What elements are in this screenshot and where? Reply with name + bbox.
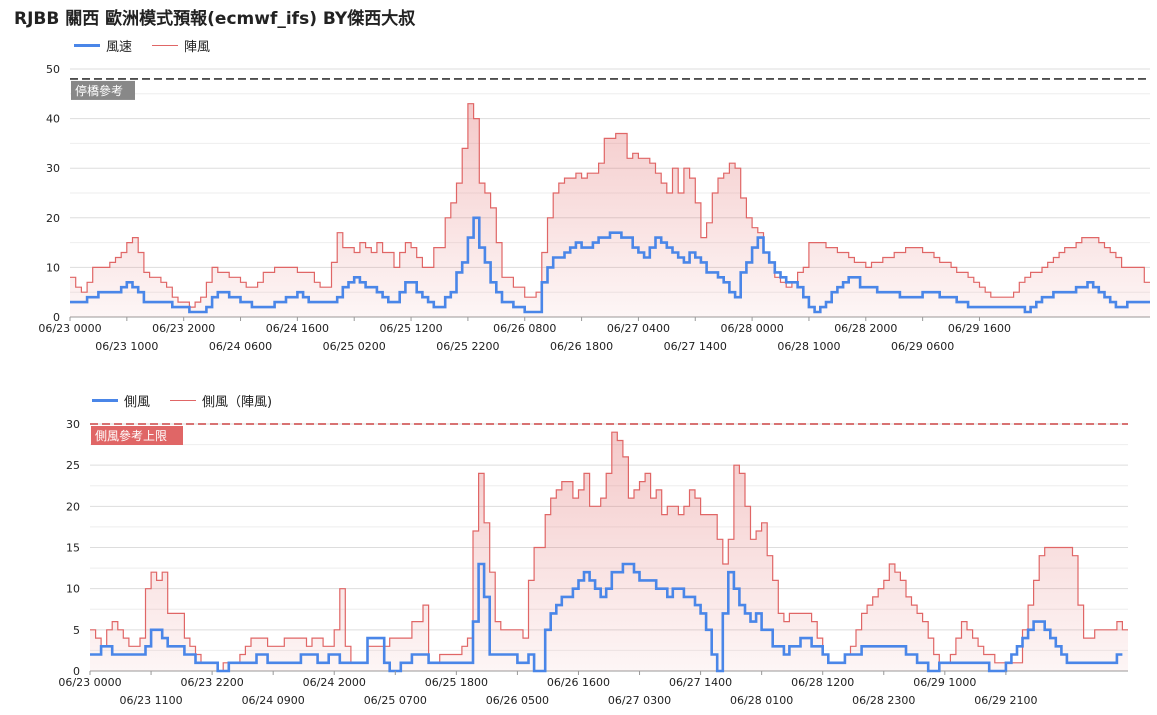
top-gust-area	[70, 103, 1150, 317]
top-xtick-label-upper: 06/23 2000	[152, 322, 215, 335]
bottom-ytick-label: 10	[66, 583, 80, 596]
top-xtick-label-lower: 06/29 0600	[891, 340, 954, 353]
bottom-gust-area	[90, 432, 1128, 671]
top-ytick-label: 50	[46, 63, 60, 76]
legend-item-crosswind[interactable]: 側風	[92, 391, 150, 410]
top-gust-line	[70, 103, 1150, 308]
bottom-xtick-label-lower: 06/28 0100	[730, 694, 793, 707]
bottom-xtick-label-upper: 06/28 1200	[791, 676, 854, 689]
legend-item-crosswind-gust[interactable]: 側風（陣風)	[170, 391, 272, 410]
bottom-xtick-label-lower: 06/27 0300	[608, 694, 671, 707]
top-ytick-label: 40	[46, 113, 60, 126]
bottom-reference-tag	[91, 426, 183, 445]
bottom-ytick-label: 5	[73, 624, 80, 637]
chart-title: RJBB 關西 歐洲模式預報(ecmwf_ifs) BY傑西大叔	[14, 9, 416, 29]
bottom-xtick-label-upper: 06/26 1600	[547, 676, 610, 689]
top-xtick-label-upper: 06/23 0000	[38, 322, 101, 335]
top-xtick-label-upper: 06/28 0000	[721, 322, 784, 335]
bottom-xtick-label-upper: 06/24 2000	[303, 676, 366, 689]
legend-item-wind[interactable]: 風速	[74, 36, 132, 55]
bottom-xtick-label-lower: 06/28 2300	[852, 694, 915, 707]
top-xtick-label-lower: 06/25 0200	[323, 340, 386, 353]
bottom-xtick-label-upper: 06/23 2200	[181, 676, 244, 689]
top-wind-line	[70, 216, 1150, 314]
top-reference-label: 停橋參考	[75, 83, 123, 98]
top-ytick-label: 30	[46, 162, 60, 175]
top-xtick-label-lower: 06/27 1400	[664, 340, 727, 353]
top-xtick-label-upper: 06/26 0800	[493, 322, 556, 335]
top-xtick-label-lower: 06/28 1000	[777, 340, 840, 353]
bottom-xtick-label-lower: 06/23 1100	[119, 694, 182, 707]
bottom-ytick-label: 25	[66, 459, 80, 472]
bottom-xtick-label-lower: 06/26 0500	[486, 694, 549, 707]
legend-label-crosswind: 側風	[124, 395, 151, 410]
top-xtick-label-lower: 06/26 1800	[550, 340, 613, 353]
bottom-xtick-label-lower: 06/24 0900	[242, 694, 305, 707]
legend-label-gust: 陣風	[184, 40, 211, 55]
bottom-xtick-label-lower: 06/25 0700	[364, 694, 427, 707]
top-xtick-label-upper: 06/28 2000	[834, 322, 897, 335]
top-xtick-label-upper: 06/25 1200	[379, 322, 442, 335]
bottom-xtick-label-upper: 06/29 1000	[913, 676, 976, 689]
legend-item-gust[interactable]: 陣風	[152, 36, 210, 55]
top-xtick-label-upper: 06/24 1600	[266, 322, 329, 335]
top-ytick-label: 20	[46, 212, 60, 225]
bottom-ytick-label: 30	[66, 418, 80, 431]
chart-top: 0 10 20 30 40 50 停橋參考 06/23 0000 06/23 2000 06/24…	[38, 63, 1150, 353]
bottom-ytick-label: 0	[73, 665, 80, 678]
bottom-ytick-label: 20	[66, 500, 80, 513]
top-reference-tag	[71, 80, 135, 100]
bottom-wind-line	[90, 562, 1123, 673]
top-xtick-label-lower: 06/23 1000	[95, 340, 158, 353]
bottom-ytick-label: 15	[66, 542, 80, 555]
bottom-xtick-label-lower: 06/29 2100	[974, 694, 1037, 707]
legend-swatch-gust	[152, 45, 179, 46]
legend-swatch-crosswind	[92, 399, 118, 402]
top-xtick-label-lower: 06/25 2200	[436, 340, 499, 353]
legend-label-crosswind-gust: 側風（陣風)	[202, 395, 273, 410]
legend-bottom: 側風 側風（陣風)	[92, 391, 292, 410]
top-xtick-label-lower: 06/24 0600	[209, 340, 272, 353]
legend-swatch-wind	[74, 44, 100, 47]
legend-label-wind: 風速	[106, 40, 133, 55]
top-ytick-label: 0	[53, 311, 60, 324]
bottom-xtick-label-upper: 06/23 0000	[58, 676, 121, 689]
bottom-reference-label: 側風參考上限	[95, 428, 167, 443]
bottom-xtick-label-upper: 06/25 1800	[425, 676, 488, 689]
top-ytick-label: 10	[46, 261, 60, 274]
bottom-xtick-label-upper: 06/27 1400	[669, 676, 732, 689]
chart-bottom: 0 5 10 15 20 25 30 側風參考上限 06/23 0000 06/23 2200 06…	[58, 418, 1128, 707]
legend-top: 風速 陣風	[74, 36, 230, 55]
top-xtick-label-upper: 06/27 0400	[607, 322, 670, 335]
top-xtick-label-upper: 06/29 1600	[948, 322, 1011, 335]
legend-swatch-crosswind-gust	[170, 400, 197, 401]
